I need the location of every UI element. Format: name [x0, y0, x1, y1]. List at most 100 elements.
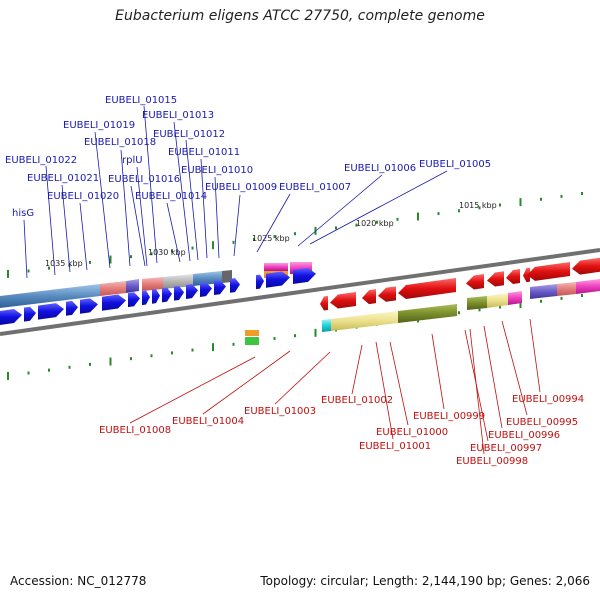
gene-arrow-forward — [66, 300, 78, 316]
band-segment-gray-2 — [222, 270, 232, 283]
gene-arrow-reverse — [572, 257, 600, 275]
band-block-orange-2 — [245, 330, 259, 336]
gene-label-EUBELI_01003[interactable]: EUBELI_01003 — [244, 406, 316, 417]
gene-label-EUBELI_01018[interactable]: EUBELI_01018 — [84, 137, 156, 148]
scale-label-1030: 1030 kbp — [148, 248, 186, 257]
band-segment-salmon-3 — [557, 282, 576, 296]
gene-arrow-forward — [293, 267, 316, 284]
genome-backbone — [0, 248, 600, 336]
gene-arrow-reverse — [362, 289, 376, 305]
gene-arrow-forward — [128, 292, 140, 308]
leader-forward — [120, 149, 131, 267]
gene-label-EUBELI_00998[interactable]: EUBELI_00998 — [456, 456, 528, 467]
gene-label-EUBELI_01012[interactable]: EUBELI_01012 — [153, 129, 225, 140]
gene-label-rplU[interactable]: rplU — [122, 155, 143, 166]
gene-label-EUBELI_01011[interactable]: EUBELI_01011 — [168, 147, 240, 158]
scale-label-1025: 1025 kbp — [252, 234, 290, 243]
gene-label-EUBELI_01014[interactable]: EUBELI_01014 — [135, 191, 207, 202]
forward-gene-arrows — [0, 267, 316, 325]
leader-forward — [45, 165, 56, 276]
gene-label-EUBELI_01000[interactable]: EUBELI_01000 — [376, 427, 448, 438]
band-segment-pink — [508, 291, 522, 305]
band-block-pink — [264, 263, 288, 271]
leader-forward — [61, 184, 71, 273]
reverse-label-leaders — [129, 318, 541, 455]
band-segment-olive — [398, 304, 457, 323]
gene-label-EUBELI_01009[interactable]: EUBELI_01009 — [205, 182, 277, 193]
band-segment-blue — [0, 284, 100, 308]
gene-arrow-reverse — [320, 295, 328, 311]
gene-arrow-forward — [152, 289, 160, 304]
gene-arrow-forward — [230, 278, 240, 293]
gene-arrow-forward — [0, 309, 22, 325]
gene-label-EUBELI_00996[interactable]: EUBELI_00996 — [488, 430, 560, 441]
band-segment-purple — [126, 279, 139, 293]
gene-arrow-forward — [256, 274, 264, 290]
gene-label-EUBELI_01001[interactable]: EUBELI_01001 — [359, 441, 431, 452]
leader-reverse — [129, 356, 256, 424]
leader-forward — [200, 158, 208, 259]
gene-label-EUBELI_01007[interactable]: EUBELI_01007 — [279, 182, 351, 193]
gene-label-hisG[interactable]: hisG — [12, 208, 34, 219]
leader-reverse — [274, 351, 331, 405]
leader-reverse — [501, 320, 528, 416]
scale-ticks-upper — [7, 192, 583, 278]
page-title: Eubacterium eligens ATCC 27750, complete… — [115, 8, 485, 24]
gene-label-EUBELI_01022[interactable]: EUBELI_01022 — [5, 155, 77, 166]
gene-label-EUBELI_01020[interactable]: EUBELI_01020 — [47, 191, 119, 202]
band-segment-yellow — [331, 311, 398, 331]
gene-label-EUBELI_00994[interactable]: EUBELI_00994 — [512, 394, 584, 405]
gene-label-EUBELI_01013[interactable]: EUBELI_01013 — [142, 110, 214, 121]
gene-arrow-reverse — [506, 269, 520, 284]
gene-arrow-forward — [214, 280, 226, 296]
gene-label-EUBELI_00997[interactable]: EUBELI_00997 — [470, 443, 542, 454]
band-segment-purple-2 — [530, 284, 557, 299]
gene-label-EUBELI_00999[interactable]: EUBELI_00999 — [413, 411, 485, 422]
gene-label-EUBELI_01015[interactable]: EUBELI_01015 — [105, 95, 177, 106]
leader-forward — [297, 174, 383, 247]
leader-reverse — [483, 325, 503, 429]
band-segment-yellow-2 — [487, 293, 508, 308]
band-segment-teal — [322, 319, 331, 332]
gene-label-EUBELI_01010[interactable]: EUBELI_01010 — [181, 165, 253, 176]
leader-forward — [130, 185, 146, 267]
leader-reverse — [389, 341, 409, 426]
gene-arrow-forward — [174, 285, 184, 301]
gene-label-EUBELI_01008[interactable]: EUBELI_01008 — [99, 425, 171, 436]
gene-label-EUBELI_01019[interactable]: EUBELI_01019 — [63, 120, 135, 131]
gene-label-EUBELI_01021[interactable]: EUBELI_01021 — [27, 173, 99, 184]
gene-arrow-reverse — [487, 271, 504, 287]
accession-text: Accession: NC_012778 — [10, 574, 147, 588]
gene-label-EUBELI_01002[interactable]: EUBELI_01002 — [321, 395, 393, 406]
band-block-green — [245, 337, 259, 345]
leader-forward — [233, 194, 241, 257]
gene-arrow-forward — [162, 287, 172, 303]
band-segment-salmon — [100, 281, 126, 296]
leader-forward — [309, 170, 448, 245]
leader-forward — [173, 121, 191, 262]
gene-arrow-reverse — [378, 286, 396, 302]
gene-arrow-forward — [266, 271, 290, 288]
gene-label-EUBELI_01005[interactable]: EUBELI_01005 — [419, 159, 491, 170]
gene-arrow-forward — [186, 284, 198, 299]
gene-arrow-forward — [38, 303, 64, 320]
leader-reverse — [529, 318, 541, 393]
band-segment-gray — [163, 274, 193, 289]
gene-arrow-reverse — [466, 274, 484, 290]
genome-summary-text: Topology: circular; Length: 2,144,190 bp… — [260, 574, 590, 588]
leader-forward — [256, 193, 291, 253]
leader-reverse — [431, 333, 445, 410]
band-segment-salmon-2 — [142, 277, 163, 291]
gene-label-EUBELI_01004[interactable]: EUBELI_01004 — [172, 416, 244, 427]
scale-label-1035: 1035 kbp — [45, 259, 83, 268]
gene-label-EUBELI_01016[interactable]: EUBELI_01016 — [108, 174, 180, 185]
gene-arrow-reverse — [523, 267, 530, 283]
gene-arrow-forward — [80, 298, 98, 314]
leader-forward — [214, 176, 220, 259]
scale-label-1020: 1020 kbp — [356, 219, 394, 228]
gene-arrow-reverse — [398, 277, 456, 299]
forward-label-leaders — [23, 105, 448, 279]
gene-label-EUBELI_00995[interactable]: EUBELI_00995 — [506, 417, 578, 428]
gene-label-EUBELI_01006[interactable]: EUBELI_01006 — [344, 163, 416, 174]
